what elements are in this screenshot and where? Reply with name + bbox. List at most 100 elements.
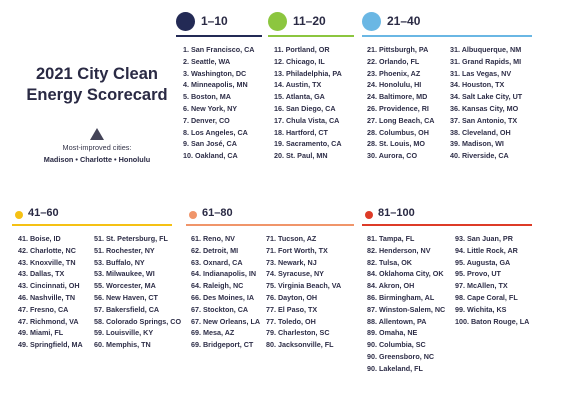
city-rank-entry: 20. St. Paul, MN (274, 151, 328, 161)
city-rank-entry: 81. Tampa, FL (367, 234, 415, 243)
tier-city-column: 51. St. Petersburg, FL 51. Rochester, NY 5… (94, 233, 181, 351)
tier-dot-icon (176, 12, 195, 31)
city-rank-entry: 53. Buffalo, NY (94, 257, 145, 267)
city-rank-entry: 28. St. Louis, MO (367, 139, 425, 149)
tier-dot-icon (189, 211, 197, 219)
tier-range-label: 61–80 (202, 207, 233, 219)
city-rank-entry: 98. Cape Coral, FL (455, 292, 518, 302)
tier-city-column: 81. Tampa, FL 82. Henderson, NV 82. Tulsa,… (367, 233, 445, 375)
city-rank-entry: 11. Portland, OR (274, 45, 330, 54)
city-rank-entry: 87. Winston-Salem, NC (367, 304, 446, 314)
city-rank-entry: 40. Riverside, CA (450, 151, 509, 161)
city-rank-entry: 34. Houston, TX (450, 80, 505, 90)
city-rank-entry: 64. Indianapolis, IN (191, 269, 257, 279)
tier-rule (176, 35, 262, 37)
tier-range-label: 21–40 (387, 14, 421, 28)
city-rank-entry: 5. Boston, MA (183, 92, 231, 102)
city-rank-entry: 71. Fort Worth, TX (266, 245, 328, 255)
tier-city-column: 11. Portland, OR 12. Chicago, IL 13. Phila… (274, 44, 342, 162)
city-rank-entry: 1. San Francisco, CA (183, 45, 255, 54)
city-rank-entry: 47. Fresno, CA (18, 304, 69, 314)
city-rank-entry: 10. Oakland, CA (183, 151, 238, 161)
city-rank-entry: 51. Rochester, NY (94, 245, 155, 255)
title-line-1: 2021 City Clean (36, 65, 158, 83)
city-rank-entry: 67. New Orleans, LA (191, 316, 261, 326)
city-rank-entry: 63. Oxnard, CA (191, 257, 243, 267)
city-rank-entry: 27. Long Beach, CA (367, 115, 435, 125)
city-rank-entry: 74. Syracuse, NY (266, 269, 324, 279)
city-rank-entry: 79. Charleston, SC (266, 328, 330, 338)
city-rank-entry: 58. Colorado Springs, CO (94, 316, 182, 326)
city-rank-entry: 26. Providence, RI (367, 103, 429, 113)
city-rank-entry: 95. Augusta, GA (455, 257, 511, 267)
tier-range-label: 1–10 (201, 14, 228, 28)
city-rank-entry: 30. Aurora, CO (367, 151, 418, 161)
tier-rule (362, 35, 532, 37)
city-rank-entry: 93. San Juan, PR (455, 234, 513, 243)
tier-city-column: 71. Tucson, AZ 71. Fort Worth, TX 73. Newa… (266, 233, 341, 351)
tier-city-column: 93. San Juan, PR 94. Little Rock, AR 95. A… (455, 233, 529, 327)
city-rank-entry: 46. Nashville, TN (18, 292, 76, 302)
city-rank-entry: 69. Bridgeport, CT (191, 340, 254, 350)
tier-range-label: 11–20 (293, 14, 326, 28)
city-rank-entry: 56. New Haven, CT (94, 292, 158, 302)
tier-dot-icon (15, 211, 23, 219)
city-rank-entry: 15. Atlanta, GA (274, 92, 325, 102)
city-rank-entry: 77. El Paso, TX (266, 304, 318, 314)
city-rank-entry: 8. Los Angeles, CA (183, 127, 248, 137)
city-rank-entry: 90. Lakeland, FL (367, 363, 423, 373)
tier-city-column: 31. Albuquerque, NM 31. Grand Rapids, MI 3… (450, 44, 522, 162)
city-rank-entry: 17. Chula Vista, CA (274, 115, 340, 125)
tier-range-label: 41–60 (28, 207, 59, 219)
city-rank-entry: 73. Newark, NJ (266, 257, 317, 267)
city-rank-entry: 43. Knoxville, TN (18, 257, 76, 267)
tier-rule (268, 35, 354, 37)
city-rank-entry: 84. Oklahoma City, OK (367, 269, 444, 279)
city-rank-entry: 6. New York, NY (183, 103, 238, 113)
city-rank-entry: 75. Virginia Beach, VA (266, 281, 342, 291)
city-rank-entry: 95. Provo, UT (455, 269, 501, 279)
tier-dot-icon (268, 12, 287, 31)
city-rank-entry: 34. Salt Lake City, UT (450, 92, 523, 102)
title-line-2: Energy Scorecard (26, 86, 168, 104)
city-rank-entry: 82. Henderson, NV (367, 245, 431, 255)
city-rank-entry: 2. Seattle, WA (183, 56, 231, 66)
most-improved-label: Most-improved cities: (62, 143, 132, 152)
city-rank-entry: 53. Milwaukee, WI (94, 269, 155, 279)
tier-city-column: 61. Reno, NV 62. Detroit, MI 63. Oxnard, C… (191, 233, 260, 351)
city-rank-entry: 84. Akron, OH (367, 281, 415, 291)
city-rank-entry: 97. McAllen, TX (455, 281, 508, 291)
city-rank-entry: 38. Cleveland, OH (450, 127, 511, 137)
city-rank-entry: 89. Omaha, NE (367, 328, 418, 338)
city-rank-entry: 31. Albuquerque, NM (450, 45, 522, 54)
city-rank-entry: 64. Raleigh, NC (191, 281, 244, 291)
city-rank-entry: 24. Baltimore, MD (367, 92, 428, 102)
city-rank-entry: 77. Toledo, OH (266, 316, 316, 326)
tier-city-column: 21. Pittsburgh, PA 22. Orlando, FL 23. Pho… (367, 44, 435, 162)
city-rank-entry: 9. San José, CA (183, 139, 237, 149)
city-rank-entry: 69. Mesa, AZ (191, 328, 235, 338)
city-rank-entry: 37. San Antonio, TX (450, 115, 518, 125)
city-rank-entry: 62. Detroit, MI (191, 245, 239, 255)
triangle-up-icon (90, 128, 104, 140)
city-rank-entry: 49. Miami, FL (18, 328, 64, 338)
tier-city-column: 1. San Francisco, CA 2. Seattle, WA 3. Was… (183, 44, 255, 162)
city-rank-entry: 7. Denver, CO (183, 115, 230, 125)
city-rank-entry: 57. Bakersfield, CA (94, 304, 160, 314)
city-rank-entry: 31. Las Vegas, NV (450, 68, 512, 78)
city-rank-entry: 99. Wichita, KS (455, 304, 507, 314)
city-rank-entry: 18. Hartford, CT (274, 127, 328, 137)
city-rank-entry: 23. Phoenix, AZ (367, 68, 421, 78)
city-rank-entry: 42. Charlotte, NC (18, 245, 76, 255)
city-rank-entry: 60. Memphis, TN (94, 340, 151, 350)
city-rank-entry: 59. Louisville, KY (94, 328, 154, 338)
city-rank-entry: 86. Birmingham, AL (367, 292, 435, 302)
city-rank-entry: 49. Springfield, MA (18, 340, 83, 350)
city-rank-entry: 16. San Diego, CA (274, 103, 336, 113)
city-rank-entry: 22. Orlando, FL (367, 56, 420, 66)
city-rank-entry: 88. Allentown, PA (367, 316, 427, 326)
tier-dot-icon (365, 211, 373, 219)
most-improved-block: Most-improved cities: Madison • Charlott… (22, 128, 172, 165)
city-rank-entry: 43. Dallas, TX (18, 269, 65, 279)
city-rank-entry: 14. Austin, TX (274, 80, 322, 90)
